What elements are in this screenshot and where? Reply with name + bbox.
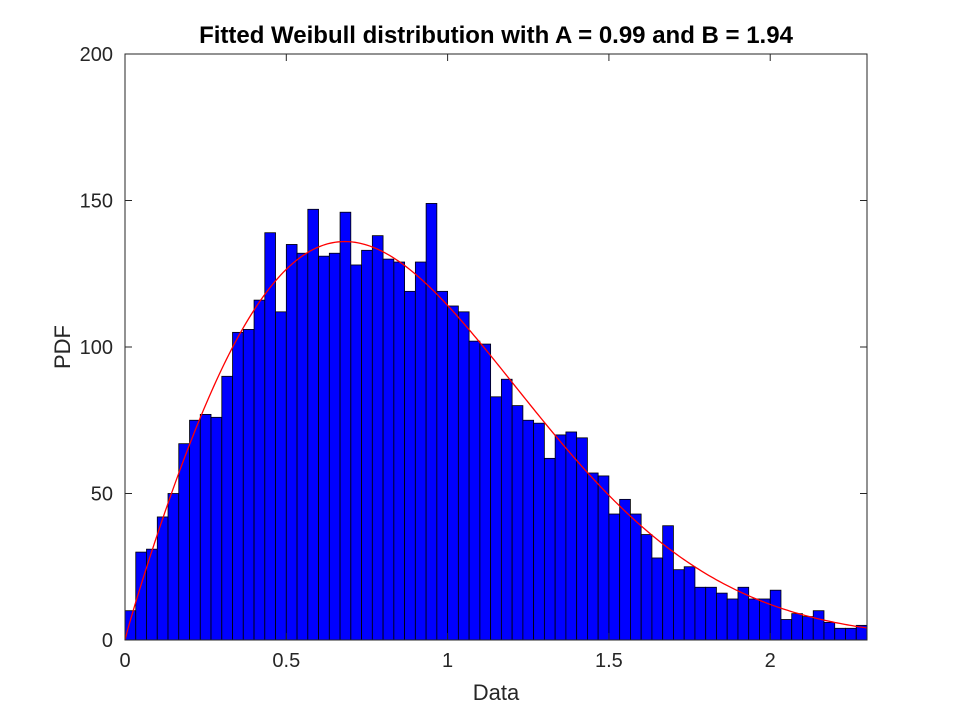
histogram-bar <box>253 299 266 641</box>
histogram-bar <box>436 290 448 641</box>
histogram-bar <box>490 396 502 641</box>
histogram-bar <box>769 589 782 641</box>
histogram-bar <box>500 378 513 641</box>
histogram-bar <box>264 232 276 641</box>
histogram-bar <box>393 261 405 641</box>
histogram-bar <box>587 472 599 641</box>
histogram-bar <box>802 616 814 641</box>
histogram-bar <box>662 525 674 641</box>
histogram-bar <box>619 498 631 641</box>
histogram-bar <box>640 534 653 641</box>
histogram-bar <box>468 340 481 641</box>
histogram-bar <box>328 252 341 641</box>
x-tick-label: 0.5 <box>272 650 300 672</box>
histogram-bar <box>544 457 556 641</box>
histogram-bar <box>285 244 298 641</box>
histogram-bar <box>554 434 567 641</box>
histogram-bar <box>479 343 492 641</box>
histogram-bar <box>651 557 664 641</box>
y-tick-label: 100 <box>80 337 113 359</box>
y-tick-label: 50 <box>91 484 113 506</box>
histogram-bar <box>296 252 309 641</box>
histogram-bar <box>382 258 395 641</box>
histogram-bar <box>780 619 793 641</box>
x-tick-label: 1.5 <box>595 650 623 672</box>
histogram-bar <box>565 431 578 641</box>
histogram-bar <box>533 422 545 641</box>
histogram-bar <box>447 305 459 641</box>
histogram-bar <box>726 598 739 641</box>
y-tick-label: 150 <box>80 191 113 213</box>
histogram-bar <box>242 329 255 641</box>
histogram-bar <box>791 613 803 641</box>
x-tick-label: 1 <box>442 650 453 672</box>
ticks-layer: 0 0.5 1 1.5 2 0 50 100 150 200 <box>80 44 867 672</box>
histogram-bar <box>425 203 438 641</box>
histogram-bar <box>350 264 362 641</box>
x-tick-label: 2 <box>765 650 776 672</box>
histogram-bar <box>199 413 212 641</box>
histogram-bar <box>823 622 836 641</box>
histogram-bar <box>156 516 169 641</box>
y-tick-label: 0 <box>102 630 113 652</box>
histogram-bar <box>748 598 760 641</box>
histogram-bar <box>759 598 771 641</box>
histogram-bar <box>673 569 685 641</box>
histogram-bar <box>694 586 707 641</box>
histogram-bar <box>845 627 857 641</box>
y-tick-label: 200 <box>80 44 113 66</box>
histogram-bar <box>371 235 384 641</box>
histogram-bar <box>812 610 825 641</box>
fit-curve <box>124 240 868 641</box>
histogram-bar <box>318 255 330 641</box>
histogram-bar <box>189 419 201 641</box>
chart-title: Fitted Weibull distribution with A = 0.9… <box>199 22 794 49</box>
x-axis-label: Data <box>473 680 520 705</box>
histogram-bar <box>275 311 287 641</box>
histogram-bar <box>339 211 352 641</box>
histogram-bar <box>404 290 416 641</box>
histogram-bar <box>361 249 373 641</box>
x-tick-label: 0 <box>119 650 130 672</box>
histogram-bar <box>221 375 233 641</box>
histogram-bar <box>414 261 427 641</box>
histogram-bar <box>705 586 717 641</box>
histogram-bar <box>178 443 190 641</box>
histogram-bar <box>457 311 470 641</box>
histogram-bar <box>232 331 244 641</box>
histogram-bar <box>597 475 610 641</box>
histogram-bar <box>511 405 524 641</box>
histogram-bar <box>834 627 846 641</box>
histogram-bar <box>716 592 728 641</box>
histogram-bar <box>210 416 223 641</box>
histogram-bar <box>307 208 319 641</box>
histogram-bar <box>167 493 180 641</box>
histogram-bar <box>522 419 535 641</box>
histogram-bar <box>608 513 621 641</box>
histogram-bar <box>683 566 696 641</box>
histogram-bar <box>630 513 642 641</box>
y-axis-label: PDF <box>50 325 75 369</box>
histogram-bar <box>576 437 588 641</box>
